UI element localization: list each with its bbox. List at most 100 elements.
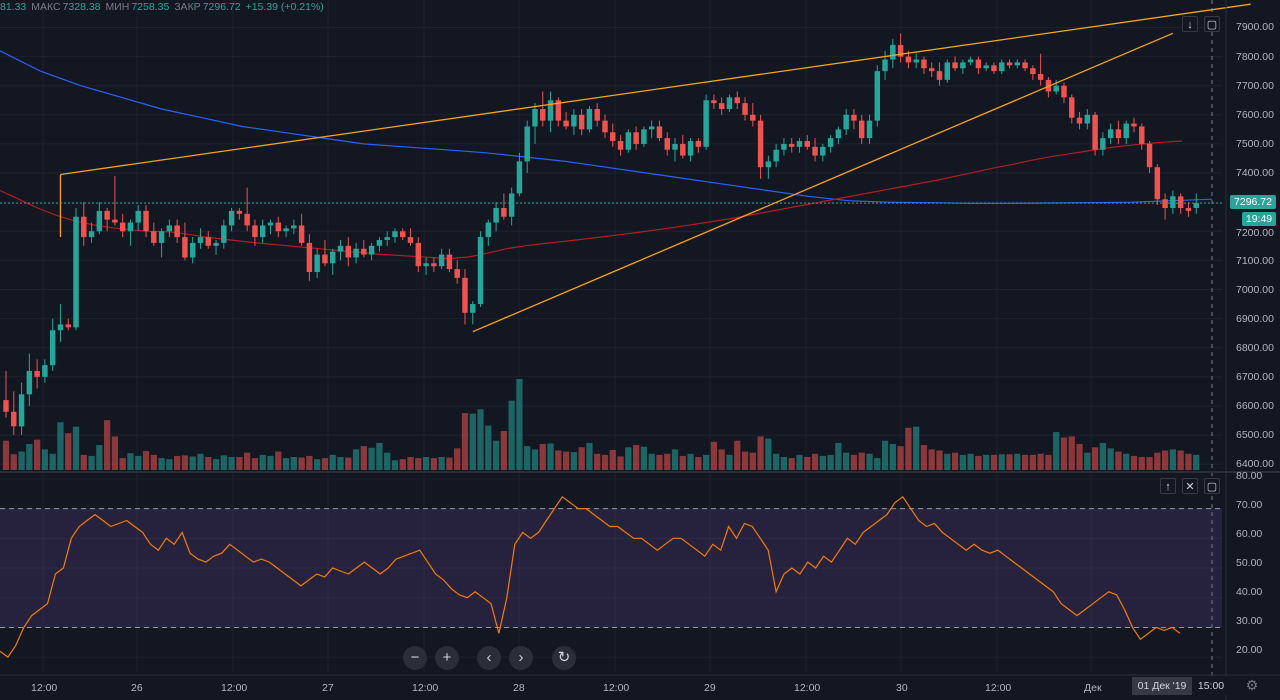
volume-bar [531, 449, 539, 470]
candle-body [259, 225, 266, 238]
time-label: Дек [1084, 682, 1102, 694]
scroll-right-button[interactable]: › [509, 646, 533, 670]
candle-body [835, 129, 842, 139]
volume-bar [189, 456, 196, 470]
volume-bar [1193, 454, 1200, 470]
arrow-down-icon: ↓ [1187, 19, 1193, 31]
candle-body [547, 100, 554, 121]
volume-bar [656, 454, 663, 470]
volume-bar [897, 446, 904, 470]
volume-bar [741, 451, 749, 470]
reset-chart-button[interactable]: ↻ [552, 646, 576, 670]
volume-bar [951, 452, 959, 470]
high-label: МАКС [31, 1, 61, 13]
candle-body [781, 143, 787, 150]
volume-bar [827, 454, 834, 470]
volume-bar [399, 459, 406, 470]
candle-body [291, 225, 297, 229]
candle-body [81, 216, 87, 238]
candle-body [65, 324, 71, 328]
candle-body [1022, 62, 1028, 69]
time-label: 12:00 [221, 682, 248, 694]
volume-bar [695, 457, 702, 470]
volume-bar [376, 442, 383, 470]
candle-body [602, 120, 608, 133]
candle-body [718, 103, 725, 109]
volume-bar [617, 456, 624, 470]
candle-body [11, 411, 17, 427]
candle-body [765, 161, 772, 168]
price-tick: 6600.00 [1236, 400, 1274, 412]
close-pane-button[interactable]: ✕ [1182, 478, 1198, 494]
candle-body [804, 141, 810, 147]
volume-bar [710, 441, 718, 470]
low-label: МИН [105, 1, 130, 13]
gear-icon: ⚙ [1245, 677, 1259, 693]
candle-body [267, 222, 274, 226]
zoom-in-button[interactable]: + [435, 646, 459, 670]
settings-button[interactable]: ⚙ [1244, 677, 1260, 693]
candle-body [913, 59, 919, 63]
candle-body [983, 65, 989, 69]
trendline [60, 3, 1251, 176]
zoom-out-button[interactable]: − [403, 646, 427, 670]
volume-bar [1107, 448, 1114, 470]
volume-bar [18, 451, 25, 470]
candle-body [1154, 167, 1161, 200]
volume-bar [80, 454, 87, 470]
volume-bar [275, 451, 282, 470]
candle-body [516, 161, 523, 194]
volume-bar [127, 453, 134, 470]
price-tick: 6700.00 [1236, 371, 1274, 383]
candle-body [944, 62, 951, 80]
candle-body [493, 207, 499, 223]
volume-bar [49, 453, 56, 470]
time-label: 12:00 [794, 682, 821, 694]
volume-bar [1185, 453, 1192, 470]
candle-body [1193, 203, 1199, 208]
volume-bar [640, 446, 648, 470]
maximize-pane-button[interactable]: ▢ [1204, 16, 1220, 32]
collapse-pane-button[interactable]: ↓ [1182, 16, 1198, 32]
candle-body [750, 114, 756, 121]
price-tick: 6500.00 [1236, 429, 1274, 441]
maximize-rsi-pane-button[interactable]: ▢ [1204, 478, 1220, 494]
price-tick: 7900.00 [1236, 21, 1274, 33]
trendlines[interactable] [59, 3, 1251, 333]
close-value: 7296.72 [202, 1, 241, 13]
candle-body [999, 62, 1005, 72]
volume-bar [664, 453, 671, 470]
candle-body [1131, 123, 1137, 127]
volume-bar [1161, 450, 1169, 470]
move-pane-up-button[interactable]: ↑ [1160, 478, 1176, 494]
candle-body [485, 222, 492, 238]
volume-bar [1146, 457, 1153, 470]
volume-bar [407, 457, 414, 470]
candle-body [617, 141, 624, 150]
volume-bar [119, 458, 126, 470]
candle-body [960, 62, 966, 69]
candle-body [905, 56, 912, 63]
candle-body [26, 371, 33, 395]
volume-bar [174, 455, 181, 470]
rsi-tick: 30.00 [1236, 615, 1263, 627]
candle-body [1061, 85, 1067, 98]
volume-bar [734, 440, 741, 470]
volume-bar [920, 445, 928, 470]
volume-bar [905, 427, 912, 470]
candle-body [127, 222, 134, 232]
rsi-tick: 80.00 [1236, 470, 1263, 482]
candle-body [757, 120, 764, 168]
volume-bar [1115, 451, 1122, 470]
volume-bar [679, 455, 686, 470]
volume-bar [780, 457, 788, 470]
volume-bar [983, 454, 990, 470]
candle-body [275, 222, 281, 232]
scroll-left-button[interactable]: ‹ [477, 646, 501, 670]
volume-bar [1060, 437, 1068, 470]
candle-body [540, 108, 546, 121]
candle-body [610, 132, 616, 142]
candle-body [415, 242, 422, 267]
candle-body [820, 146, 826, 156]
